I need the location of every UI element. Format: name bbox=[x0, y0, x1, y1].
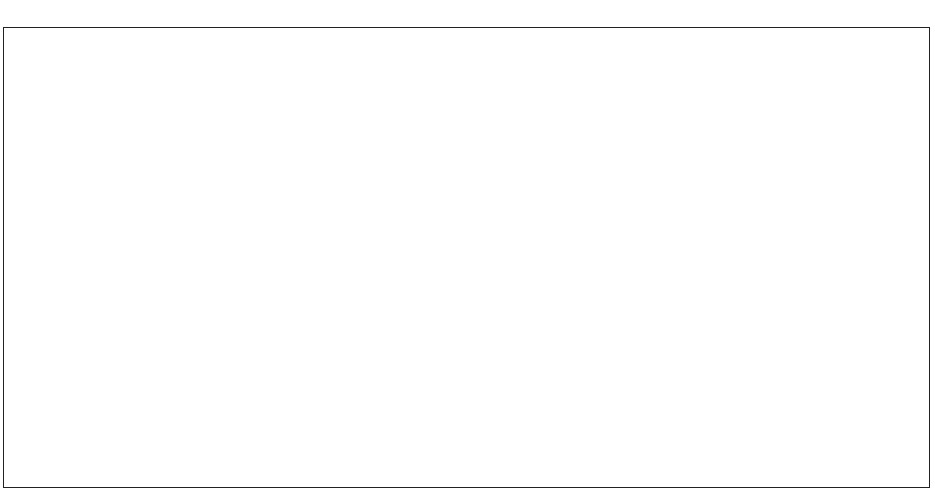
word-cloud bbox=[4, 28, 929, 487]
plot-area bbox=[3, 27, 930, 488]
